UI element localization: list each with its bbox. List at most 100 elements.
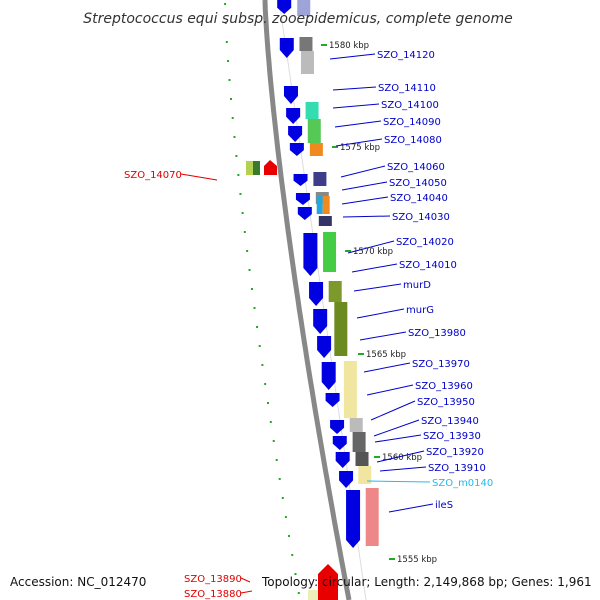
gene-label-leader bbox=[376, 450, 425, 463]
gene-label: ileS bbox=[435, 500, 453, 511]
gene-feature-block bbox=[328, 281, 342, 302]
gene-label: SZO_14040 bbox=[390, 193, 448, 204]
gene-label-leader bbox=[180, 173, 218, 181]
gene-label: SZO_13930 bbox=[423, 431, 481, 442]
gene-feature-block bbox=[358, 466, 372, 484]
gene-label: SZO_14120 bbox=[377, 50, 435, 61]
gene-label: SZO_14110 bbox=[378, 83, 436, 94]
gene-arrow bbox=[318, 564, 338, 600]
scale-tick-label: 1575 kbp bbox=[340, 143, 380, 153]
gene-label: SZO_14050 bbox=[389, 178, 447, 189]
gene-feature-block bbox=[355, 452, 369, 466]
gene-label-leader bbox=[366, 480, 431, 483]
gene-label: SZO_13970 bbox=[412, 359, 470, 370]
gene-feature-block bbox=[308, 590, 318, 600]
gene-label-leader bbox=[341, 181, 388, 191]
gene-arrow bbox=[309, 282, 324, 306]
gene-arrow bbox=[283, 86, 298, 104]
gene-feature-block bbox=[300, 51, 314, 74]
gene-feature-block bbox=[334, 302, 348, 356]
gene-label-leader bbox=[374, 434, 422, 443]
scale-ticks: 1580 kbp 1575 kbp 1570 kbp 1565 kbp 1560 kbp… bbox=[321, 41, 437, 565]
gene-label-leader bbox=[240, 577, 251, 583]
gene-arrow bbox=[346, 490, 361, 548]
gene-feature-block bbox=[349, 418, 363, 432]
gene-arrow bbox=[277, 0, 292, 14]
gene-feature-block bbox=[316, 196, 323, 214]
gene-label: SZO_14080 bbox=[384, 135, 442, 146]
gene-arrow bbox=[289, 143, 304, 156]
gene-label: SZO_13910 bbox=[428, 463, 486, 474]
gene-label-leader bbox=[332, 103, 380, 109]
scale-tick-label: 1555 kbp bbox=[397, 555, 437, 565]
gene-arrow bbox=[335, 452, 350, 468]
gene-label-leader bbox=[356, 308, 405, 319]
gene-label: SZO_13980 bbox=[408, 328, 466, 339]
gene-label: SZO_13890 bbox=[184, 574, 242, 585]
gene-label-leader bbox=[366, 384, 414, 396]
gene-label-leader bbox=[341, 196, 389, 205]
gene-feature-block bbox=[365, 488, 379, 546]
gene-label: murD bbox=[403, 280, 431, 291]
gene-label-leader bbox=[388, 503, 434, 513]
gene-feature-block bbox=[352, 432, 366, 452]
gene-feature-block bbox=[343, 361, 357, 418]
gene-label-leader bbox=[373, 419, 420, 437]
gene-label-leader bbox=[370, 400, 416, 421]
gene-arrow bbox=[288, 126, 303, 142]
topology-summary: Topology: circular; Length: 2,149,868 bp… bbox=[261, 575, 592, 589]
gene-label: SZO_13940 bbox=[421, 416, 479, 427]
gene-feature-block bbox=[305, 102, 319, 119]
gene-arrow bbox=[317, 336, 332, 358]
gene-arrow bbox=[332, 436, 347, 450]
gene-label: murG bbox=[406, 305, 434, 316]
accession-text: Accession: NC_012470 bbox=[10, 575, 146, 589]
feature-track bbox=[224, 0, 379, 600]
map-title: Streptococcus equi subsp. zooepidemicus,… bbox=[83, 11, 513, 27]
gene-label: SZO_14090 bbox=[383, 117, 441, 128]
gene-label-leader bbox=[347, 240, 395, 254]
gene-label: SZO_13960 bbox=[415, 381, 473, 392]
gene-feature-block bbox=[307, 119, 321, 143]
gene-arrow bbox=[279, 38, 294, 58]
gene-arrow bbox=[330, 420, 345, 434]
gene-arrow bbox=[321, 362, 336, 390]
genome-backbone bbox=[262, 0, 352, 600]
gene-label-leader bbox=[334, 120, 382, 128]
gene-arrow bbox=[325, 393, 340, 407]
gene-feature-block bbox=[309, 143, 323, 156]
gene-arrow bbox=[339, 471, 354, 488]
gene-label: SZO_13950 bbox=[417, 397, 475, 408]
gene-feature-block bbox=[313, 172, 327, 186]
gene-arrow bbox=[297, 207, 312, 220]
gene-arrow bbox=[286, 108, 301, 124]
gene-arrow bbox=[295, 193, 310, 205]
gene-arrow bbox=[264, 160, 277, 175]
gene-feature-block bbox=[253, 161, 260, 175]
gene-label-leader bbox=[359, 331, 407, 341]
gene-label: SZO_13920 bbox=[426, 447, 484, 458]
scale-tick-label: 1570 kbp bbox=[353, 247, 393, 257]
gene-label: SZO_14010 bbox=[399, 260, 457, 271]
gene-label: SZO_14070 bbox=[124, 170, 182, 181]
gene-label: SZO_14060 bbox=[387, 162, 445, 173]
gene-label-leader bbox=[335, 138, 383, 147]
gene-label-leader bbox=[342, 215, 391, 218]
gene-arrow bbox=[313, 309, 328, 334]
gene-label: SZO_14030 bbox=[392, 212, 450, 223]
gene-label-leader bbox=[240, 590, 253, 594]
gene-feature-block bbox=[299, 37, 313, 51]
gene-feature-block bbox=[322, 196, 330, 214]
gene-arrow bbox=[293, 174, 308, 186]
gene-label-leader bbox=[329, 53, 376, 60]
gene-label-leader bbox=[340, 165, 386, 178]
gene-label: SZO_m0140 bbox=[432, 478, 493, 489]
gene-label: SZO_14020 bbox=[396, 237, 454, 248]
gene-label-leader bbox=[363, 362, 411, 373]
gene-label-leader bbox=[353, 283, 402, 292]
gene-label-leader bbox=[332, 86, 377, 91]
gene-label: SZO_13880 bbox=[184, 589, 242, 600]
scale-tick-label: 1580 kbp bbox=[329, 41, 369, 51]
